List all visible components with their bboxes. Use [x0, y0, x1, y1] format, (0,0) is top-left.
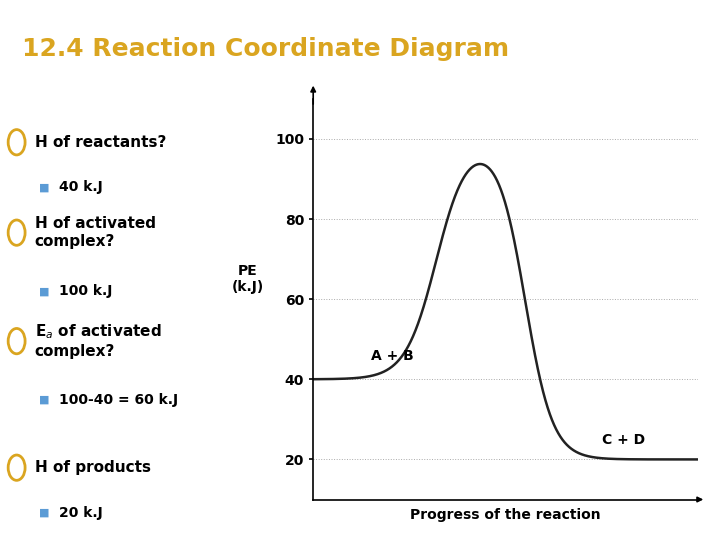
Text: ■: ■	[40, 286, 50, 296]
Text: 100-40 = 60 k.J: 100-40 = 60 k.J	[59, 393, 178, 407]
Text: ■: ■	[40, 508, 50, 518]
Text: H of reactants?: H of reactants?	[35, 135, 166, 150]
Text: 100 k.J: 100 k.J	[59, 285, 112, 299]
Text: A + B: A + B	[371, 349, 414, 363]
Text: 12.4 Reaction Coordinate Diagram: 12.4 Reaction Coordinate Diagram	[22, 37, 509, 60]
Text: ■: ■	[40, 395, 50, 405]
Y-axis label: PE
(k.J): PE (k.J)	[232, 264, 264, 294]
Text: H of activated
complex?: H of activated complex?	[35, 216, 156, 249]
Text: 20 k.J: 20 k.J	[59, 506, 103, 520]
Text: 40 k.J: 40 k.J	[59, 180, 103, 194]
Text: ■: ■	[40, 183, 50, 192]
Text: C + D: C + D	[602, 434, 645, 448]
Text: E$_a$ of activated
complex?: E$_a$ of activated complex?	[35, 323, 161, 360]
X-axis label: Progress of the reaction: Progress of the reaction	[410, 508, 601, 522]
Text: H of products: H of products	[35, 460, 150, 475]
